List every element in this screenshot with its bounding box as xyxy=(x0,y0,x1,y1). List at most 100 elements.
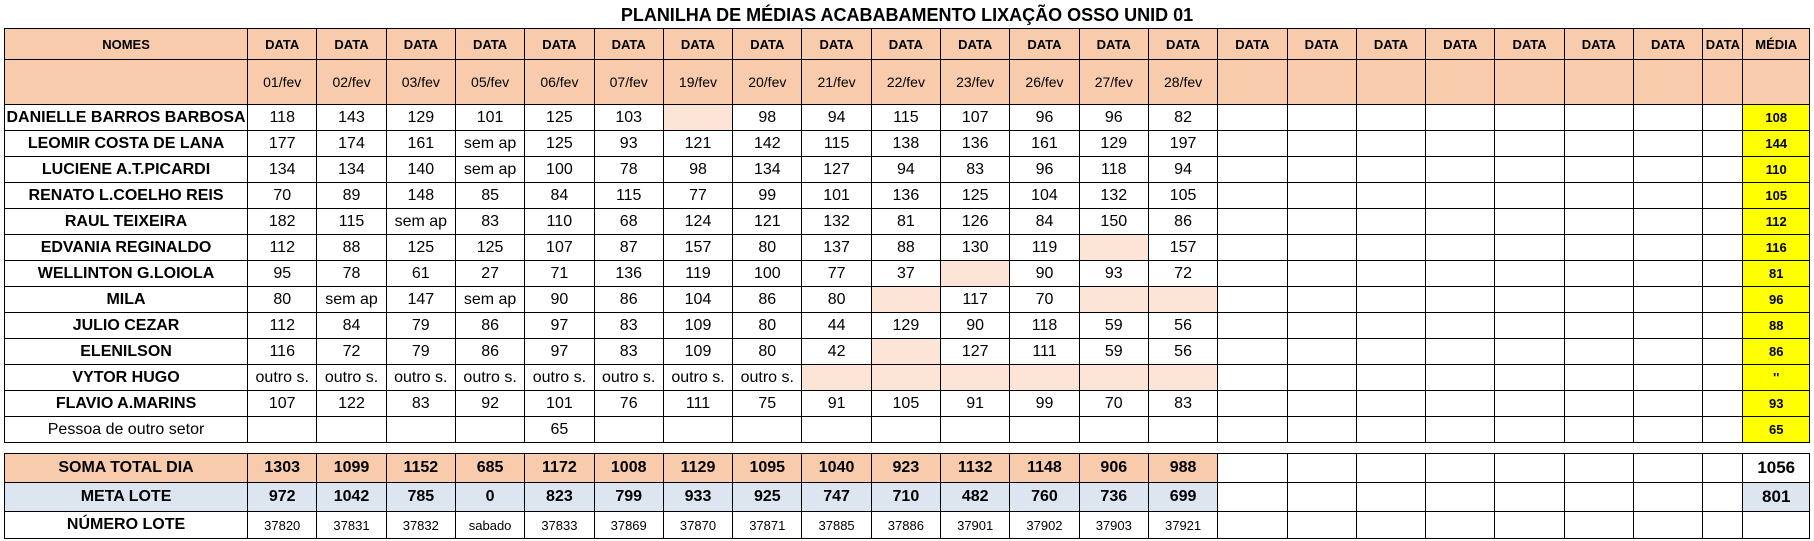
value-cell[interactable]: 84 xyxy=(524,182,595,209)
value-cell[interactable]: 86 xyxy=(454,312,526,339)
value-cell[interactable]: 96 xyxy=(1009,156,1080,183)
value-cell[interactable]: 83 xyxy=(940,156,1011,183)
spacer-cell[interactable] xyxy=(1148,442,1218,454)
empty-cell[interactable] xyxy=(1563,482,1635,512)
value-cell[interactable]: 86 xyxy=(593,286,664,313)
empty-cell[interactable] xyxy=(1286,104,1357,131)
header-data[interactable]: DATA xyxy=(801,28,872,60)
spacer-cell[interactable] xyxy=(386,442,456,454)
value-cell[interactable]: 129 xyxy=(870,312,942,339)
value-cell[interactable]: 197 xyxy=(1147,130,1219,157)
value-cell[interactable] xyxy=(940,416,1011,443)
empty-cell[interactable] xyxy=(1217,182,1288,209)
row-name[interactable]: WELLINTON G.LOIOLA xyxy=(3,260,249,287)
row-name[interactable]: ELENILSON xyxy=(3,338,249,365)
empty-cell[interactable] xyxy=(1632,453,1704,483)
meta-average[interactable]: 801 xyxy=(1742,482,1810,512)
empty-cell[interactable] xyxy=(1217,390,1288,417)
value-cell[interactable]: 116 xyxy=(247,338,318,365)
value-cell[interactable]: 96 xyxy=(1009,104,1080,131)
empty-cell[interactable] xyxy=(1494,390,1565,417)
header-data[interactable]: DATA xyxy=(662,28,734,60)
empty-cell[interactable] xyxy=(1494,286,1565,313)
empty-cell[interactable] xyxy=(1425,104,1496,131)
lote-value[interactable]: 37903 xyxy=(1078,511,1149,539)
empty-cell[interactable] xyxy=(1217,312,1288,339)
row-name[interactable]: JULIO CEZAR xyxy=(3,312,249,339)
value-cell[interactable]: 86 xyxy=(732,286,803,313)
empty-cell[interactable] xyxy=(1563,312,1635,339)
empty-cell[interactable] xyxy=(1425,338,1496,365)
value-cell[interactable]: 94 xyxy=(801,104,872,131)
soma-value[interactable]: 1099 xyxy=(316,453,387,483)
empty-cell[interactable] xyxy=(1425,234,1496,261)
spacer-cell[interactable] xyxy=(1425,442,1495,454)
meta-value[interactable]: 482 xyxy=(940,482,1011,512)
lote-value[interactable]: 37869 xyxy=(593,511,664,539)
value-cell[interactable]: 103 xyxy=(593,104,664,131)
value-cell[interactable]: 95 xyxy=(247,260,318,287)
empty-cell[interactable] xyxy=(1494,453,1565,483)
value-cell[interactable] xyxy=(454,416,526,443)
spacer-cell[interactable] xyxy=(455,442,525,454)
value-cell[interactable]: 97 xyxy=(524,338,595,365)
meta-value[interactable]: 785 xyxy=(385,482,456,512)
value-cell[interactable]: outro s. xyxy=(662,364,734,391)
empty-cell[interactable] xyxy=(1217,208,1288,235)
empty-cell[interactable] xyxy=(1217,234,1288,261)
date-cell-empty[interactable] xyxy=(1355,59,1427,105)
value-cell[interactable] xyxy=(385,416,456,443)
value-cell[interactable]: 107 xyxy=(524,234,595,261)
value-cell[interactable]: 88 xyxy=(870,234,942,261)
value-cell[interactable]: 91 xyxy=(940,390,1011,417)
empty-cell[interactable] xyxy=(1355,416,1427,443)
value-cell[interactable] xyxy=(1009,416,1080,443)
empty-cell[interactable] xyxy=(1355,156,1427,183)
meta-value[interactable]: 1042 xyxy=(316,482,387,512)
date-cell[interactable]: 21/fev xyxy=(801,59,872,105)
value-cell[interactable]: 81 xyxy=(870,208,942,235)
row-name[interactable]: RENATO L.COELHO REIS xyxy=(3,182,249,209)
value-cell[interactable]: 98 xyxy=(662,156,734,183)
date-cell-empty[interactable] xyxy=(1494,59,1565,105)
date-cell[interactable]: 01/fev xyxy=(247,59,318,105)
value-cell[interactable]: 132 xyxy=(1078,182,1149,209)
header-names[interactable]: NOMES xyxy=(3,28,249,60)
value-cell[interactable]: 87 xyxy=(593,234,664,261)
spacer-cell[interactable] xyxy=(732,442,802,454)
lote-value[interactable]: 37902 xyxy=(1009,511,1080,539)
empty-cell[interactable] xyxy=(1286,260,1357,287)
empty-cell[interactable] xyxy=(1355,511,1427,539)
value-cell[interactable]: 98 xyxy=(732,104,803,131)
empty-cell[interactable] xyxy=(1702,130,1744,157)
value-cell[interactable]: 119 xyxy=(1009,234,1080,261)
empty-cell[interactable] xyxy=(1632,364,1704,391)
spacer-cell[interactable] xyxy=(1494,442,1565,454)
spacer-cell[interactable] xyxy=(663,442,733,454)
empty-cell[interactable] xyxy=(1355,260,1427,287)
value-cell[interactable]: 115 xyxy=(870,104,942,131)
spacer-cell[interactable] xyxy=(1356,442,1426,454)
empty-cell[interactable] xyxy=(1563,156,1635,183)
empty-cell[interactable] xyxy=(1563,416,1635,443)
spacer-cell[interactable] xyxy=(940,442,1010,454)
value-cell[interactable]: 130 xyxy=(940,234,1011,261)
empty-cell[interactable] xyxy=(1355,312,1427,339)
empty-cell[interactable] xyxy=(1702,234,1744,261)
value-cell[interactable]: 65 xyxy=(524,416,595,443)
value-cell[interactable]: outro s. xyxy=(247,364,318,391)
date-cell[interactable]: 05/fev xyxy=(454,59,526,105)
empty-cell[interactable] xyxy=(1702,453,1744,483)
value-cell[interactable]: 90 xyxy=(940,312,1011,339)
value-cell[interactable]: 129 xyxy=(385,104,456,131)
value-cell[interactable]: 96 xyxy=(1078,104,1149,131)
row-name[interactable]: EDVANIA REGINALDO xyxy=(3,234,249,261)
value-cell[interactable]: 80 xyxy=(732,312,803,339)
value-cell[interactable]: 77 xyxy=(662,182,734,209)
spacer-cell[interactable] xyxy=(1742,442,1810,454)
value-cell[interactable]: 80 xyxy=(732,338,803,365)
value-cell[interactable]: 118 xyxy=(1009,312,1080,339)
meta-value[interactable]: 823 xyxy=(524,482,595,512)
date-cell[interactable]: 07/fev xyxy=(593,59,664,105)
value-cell[interactable]: 115 xyxy=(316,208,387,235)
